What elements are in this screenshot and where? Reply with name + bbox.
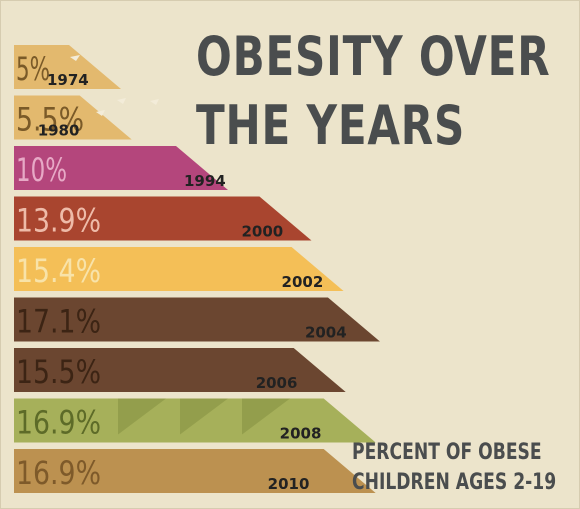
bar-group-2010: 16.9% 2010 [14, 449, 376, 493]
bar-1974 [14, 45, 121, 89]
data-label-2004: 17.1% [16, 303, 101, 341]
data-label-2008: 16.9% [16, 404, 101, 442]
category-label-2000: 2000 [241, 223, 283, 241]
bar-1994 [14, 146, 228, 190]
bar-2004 [14, 297, 380, 342]
chevron-decoration [118, 398, 166, 435]
data-label-1974: 5% [16, 50, 50, 88]
bar-2010 [14, 449, 376, 493]
bar-group-2004: 17.1% 2004 [14, 297, 380, 342]
bar-group-1974: 5%1974 [14, 45, 121, 89]
chart-caption-line-1: PERCENT OF OBESE [352, 440, 542, 465]
bar-2000 [14, 196, 312, 241]
category-label-1994: 1994 [184, 172, 226, 190]
bird-icon [150, 99, 159, 105]
category-label-1980: 1980 [38, 122, 80, 140]
category-label-2006: 2006 [256, 374, 298, 392]
bar-group-2008: 16.9% 2008 [14, 398, 376, 443]
chart-title-line-1: OBESITY OVER [196, 25, 551, 88]
category-label-2002: 2002 [282, 273, 324, 291]
bar-2002 [14, 247, 344, 291]
bird-icon [117, 98, 126, 104]
data-label-2002: 15.4% [16, 252, 101, 290]
chart-title-line-2: THE YEARS [196, 94, 466, 157]
chart-caption-line-2: CHILDREN AGES 2-19 [352, 470, 557, 495]
category-label-2010: 2010 [268, 475, 310, 493]
data-label-2000: 13.9% [16, 202, 101, 240]
bar-group-2000: 13.9% 2000 [14, 196, 312, 241]
data-label-2010: 16.9% [16, 454, 101, 492]
category-label-2004: 2004 [305, 324, 347, 342]
data-label-1980: 5.5% [16, 101, 84, 139]
bird-icon [96, 110, 105, 116]
category-label-2008: 2008 [280, 425, 322, 443]
bar-1980 [14, 95, 132, 140]
bar-group-1994: 10% 1994 [14, 146, 228, 190]
data-label-1994: 10% [16, 151, 67, 189]
chevron-decoration [242, 398, 290, 435]
bar-group-2002: 15.4% 2002 [14, 247, 344, 291]
bar-group-2006: 15.5% 2006 [14, 348, 346, 392]
bar-group-1980: 5.5%1980 [14, 95, 159, 140]
chevron-decoration [180, 398, 228, 435]
bar-2006 [14, 348, 346, 392]
category-label-1974: 1974 [47, 71, 89, 89]
bird-icon [70, 55, 80, 61]
data-label-2006: 15.5% [16, 353, 101, 391]
